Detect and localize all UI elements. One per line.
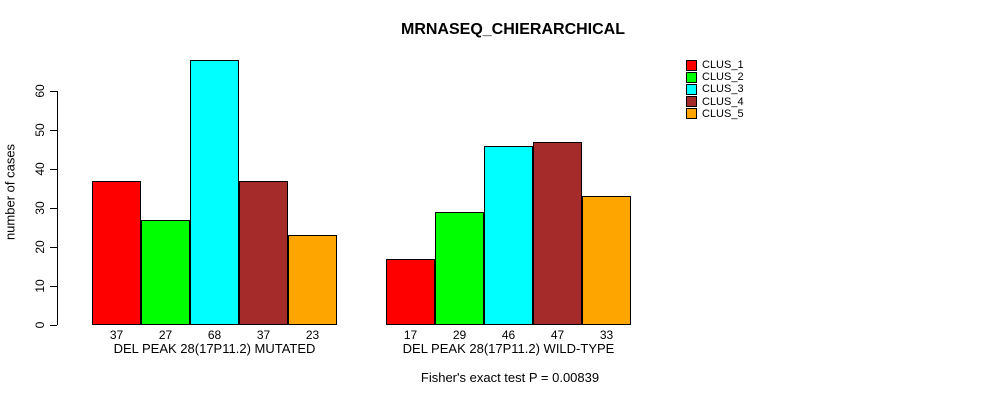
legend-label: CLUS_2 <box>702 71 744 84</box>
bar-clus_4-group2 <box>533 141 582 325</box>
y-axis-tick-label: 40 <box>33 162 47 176</box>
legend-swatch-clus_2 <box>686 71 697 83</box>
legend-swatch-clus_3 <box>686 83 697 95</box>
legend-item: CLUS_3 <box>686 83 744 95</box>
bar-value-label: 17 <box>403 328 418 342</box>
y-axis-tick-label: 20 <box>33 240 47 254</box>
y-axis-tick-label: 30 <box>33 201 47 215</box>
bar-clus_4-group1 <box>239 180 288 325</box>
y-axis-tick <box>50 324 57 326</box>
legend-label: CLUS_3 <box>702 83 744 96</box>
bar-value-label: 37 <box>109 328 124 342</box>
legend-label: CLUS_4 <box>702 95 744 108</box>
y-axis-title: number of cases <box>2 143 18 241</box>
bar-clus_2-group1 <box>141 219 190 325</box>
group-label: DEL PEAK 28(17P11.2) WILD-TYPE <box>402 341 615 356</box>
bar-value-label: 46 <box>501 328 516 342</box>
chart-title: MRNASEQ_CHIERARCHICAL <box>400 21 626 38</box>
y-axis-tick-label: 50 <box>33 123 47 137</box>
legend-swatch-clus_1 <box>686 59 697 71</box>
legend-item: CLUS_4 <box>686 96 744 108</box>
bar-value-label: 37 <box>256 328 271 342</box>
bar-clus_5-group2 <box>582 196 631 325</box>
y-axis-tick-label: 10 <box>33 279 47 293</box>
y-axis-tick <box>50 90 57 92</box>
bar-value-label: 23 <box>305 328 320 342</box>
bar-value-label: 27 <box>158 328 173 342</box>
bar-clus_1-group1 <box>92 180 141 325</box>
legend-swatch-clus_4 <box>686 96 697 108</box>
bar-value-label: 33 <box>599 328 614 342</box>
legend-label: CLUS_5 <box>702 107 744 120</box>
y-axis-tick-label: 60 <box>33 84 47 98</box>
legend-item: CLUS_1 <box>686 59 744 71</box>
caption: Fisher's exact test P = 0.00839 <box>420 370 600 385</box>
y-axis-tick <box>50 207 57 209</box>
bar-value-label: 47 <box>550 328 565 342</box>
y-axis-tick <box>50 285 57 287</box>
legend-item: CLUS_5 <box>686 108 744 120</box>
bar-clus_3-group2 <box>484 145 533 325</box>
y-axis-tick-label: 0 <box>33 321 47 329</box>
bar-clus_3-group1 <box>190 59 239 325</box>
legend-item: CLUS_2 <box>686 71 744 83</box>
bar-value-label: 68 <box>207 328 222 342</box>
bar-clus_1-group2 <box>386 258 435 325</box>
legend-label: CLUS_1 <box>702 59 744 71</box>
y-axis-tick <box>50 168 57 170</box>
bar-clus_2-group2 <box>435 211 484 325</box>
bar-value-label: 29 <box>452 328 467 342</box>
y-axis-line <box>57 91 58 325</box>
group-label: DEL PEAK 28(17P11.2) MUTATED <box>113 341 316 356</box>
bar-clus_5-group1 <box>288 235 337 325</box>
y-axis-tick <box>50 129 57 131</box>
legend-swatch-clus_5 <box>686 108 697 120</box>
y-axis-tick <box>50 246 57 248</box>
